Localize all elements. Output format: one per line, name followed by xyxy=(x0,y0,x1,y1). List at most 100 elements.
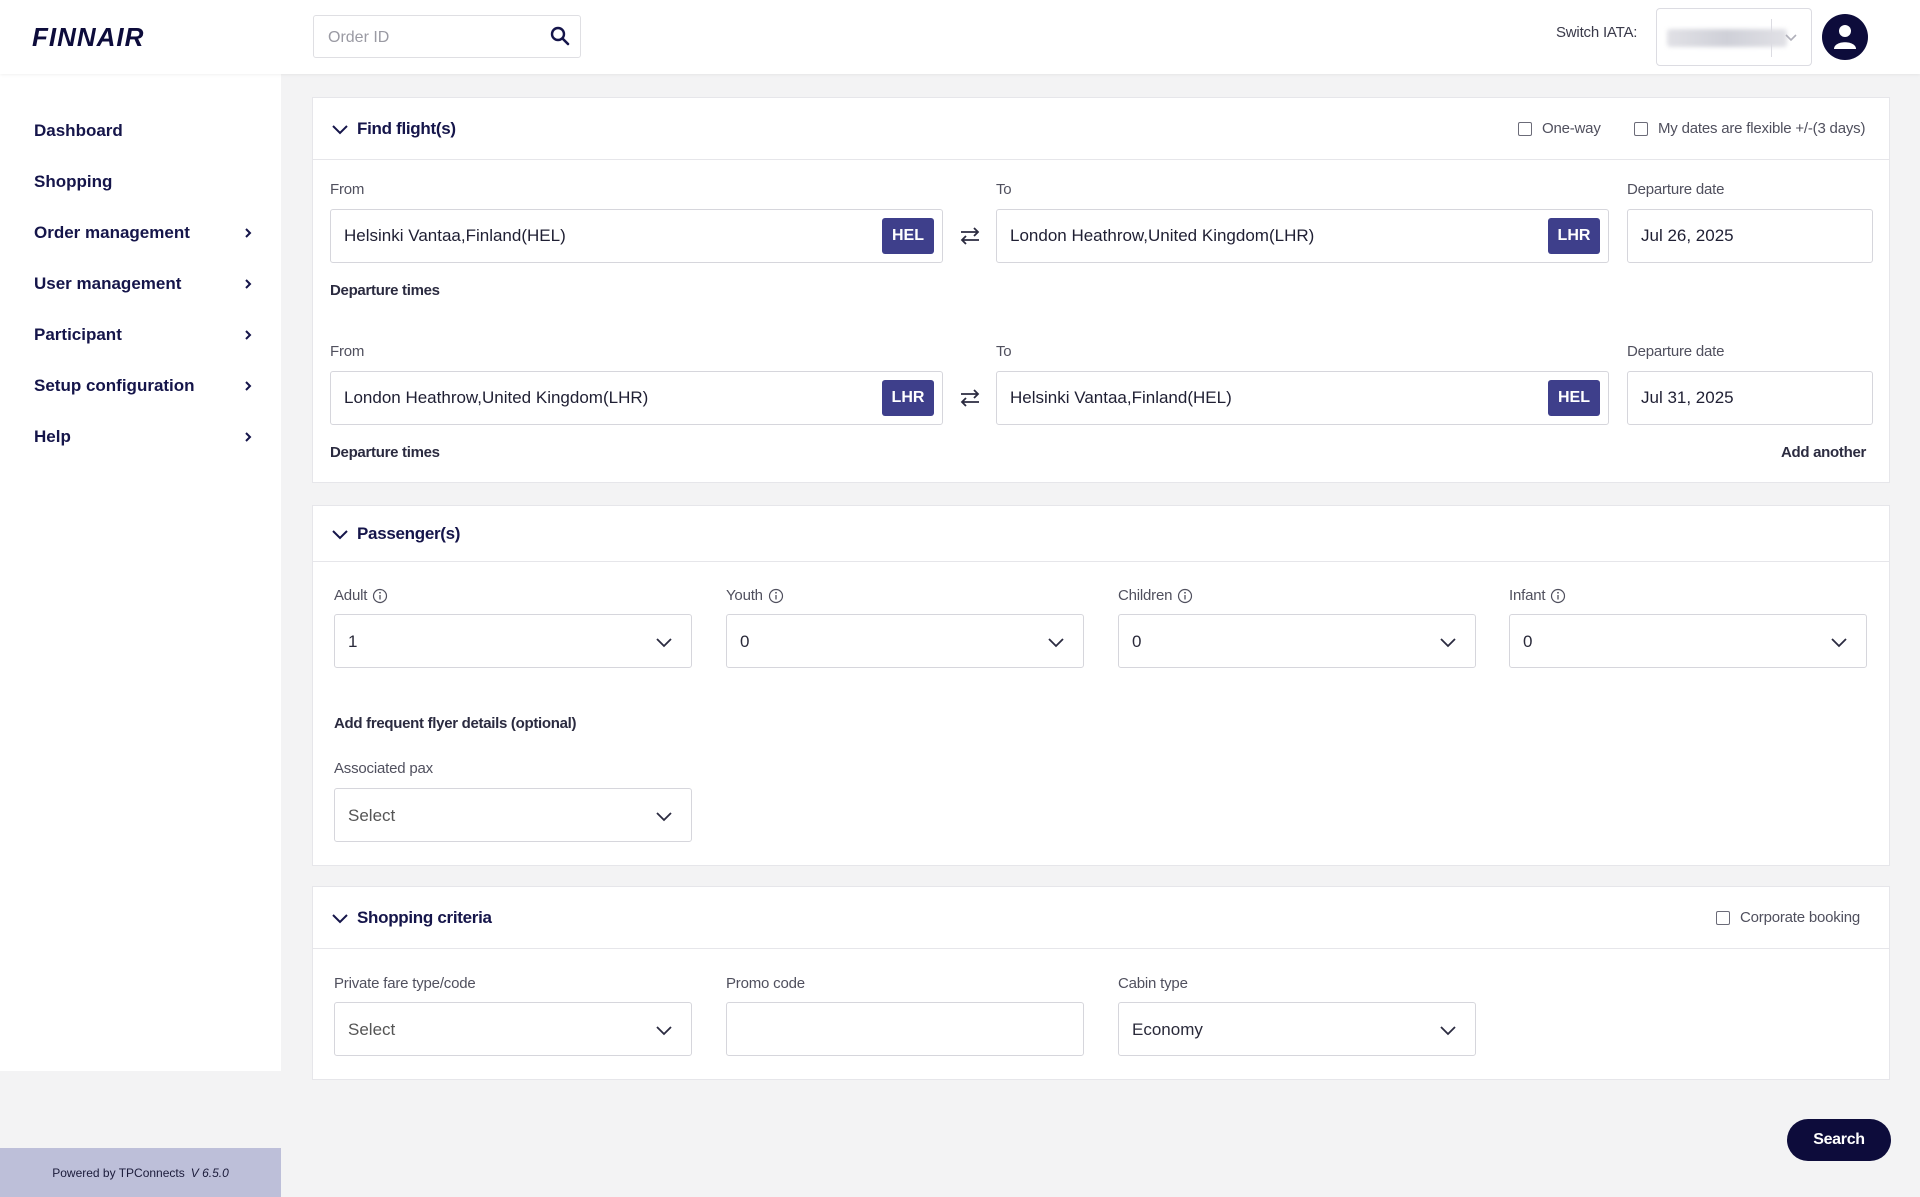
infant-label: Infant xyxy=(1509,587,1566,604)
adult-label: Adult xyxy=(334,587,388,604)
private-fare-select[interactable]: Select xyxy=(334,1002,692,1056)
airport-code-badge: LHR xyxy=(882,380,934,416)
sidebar-item-setup-configuration[interactable]: Setup configuration xyxy=(34,371,254,401)
checkbox-label: Corporate booking xyxy=(1740,909,1861,926)
to-value: Helsinki Vantaa,Finland(HEL) xyxy=(1010,388,1232,407)
departure-times-link[interactable]: Departure times xyxy=(330,444,440,461)
divider xyxy=(1771,19,1772,57)
from-value: London Heathrow,United Kingdom(LHR) xyxy=(344,388,649,407)
associated-pax-select[interactable]: Select xyxy=(334,788,692,842)
to-value: London Heathrow,United Kingdom(LHR) xyxy=(1010,226,1315,245)
adult-select[interactable]: 1 xyxy=(334,614,692,668)
chevron-right-icon xyxy=(245,330,252,340)
checkbox-box[interactable] xyxy=(1518,121,1532,136)
associated-pax-label: Associated pax xyxy=(334,760,433,777)
from-label: From xyxy=(330,181,365,198)
add-another-link[interactable]: Add another xyxy=(1781,444,1867,461)
passengers-panel: Passenger(s) Adult Youth Children Infant… xyxy=(312,505,1890,866)
from-label: From xyxy=(330,343,365,360)
to-field[interactable]: Helsinki Vantaa,Finland(HEL) HEL xyxy=(996,371,1609,425)
select-value: Economy xyxy=(1132,1020,1203,1039)
order-id-search xyxy=(313,15,581,58)
to-label: To xyxy=(996,343,1012,360)
departure-date-field[interactable]: Jul 31, 2025 xyxy=(1627,371,1873,425)
adult-label-text: Adult xyxy=(334,587,368,604)
sidebar-item-label: Order management xyxy=(34,223,190,242)
shopping-criteria-panel: Shopping criteria Corporate booking Priv… xyxy=(312,886,1890,1080)
iata-select[interactable] xyxy=(1656,8,1812,66)
chevron-down-icon xyxy=(655,807,673,830)
shopping-criteria-header[interactable]: Shopping criteria Corporate booking xyxy=(313,887,1889,949)
chevron-right-icon xyxy=(245,228,252,238)
sidebar-item-shopping[interactable]: Shopping xyxy=(34,167,254,197)
frequent-flyer-link[interactable]: Add frequent flyer details (optional) xyxy=(334,715,577,732)
sidebar: Dashboard Shopping Order management User… xyxy=(0,74,281,1071)
panel-title: Passenger(s) xyxy=(357,524,461,543)
from-field[interactable]: London Heathrow,United Kingdom(LHR) LHR xyxy=(330,371,943,425)
passengers-header[interactable]: Passenger(s) xyxy=(313,506,1889,562)
from-field[interactable]: Helsinki Vantaa,Finland(HEL) HEL xyxy=(330,209,943,263)
sidebar-item-user-management[interactable]: User management xyxy=(34,269,254,299)
youth-select[interactable]: 0 xyxy=(726,614,1084,668)
cabin-type-label: Cabin type xyxy=(1118,975,1188,992)
to-label: To xyxy=(996,181,1012,198)
sidebar-item-participant[interactable]: Participant xyxy=(34,320,254,350)
sidebar-item-order-management[interactable]: Order management xyxy=(34,218,254,248)
chevron-down-icon xyxy=(1047,633,1065,656)
promo-code-input[interactable] xyxy=(726,1002,1084,1056)
airport-code-badge: HEL xyxy=(1548,380,1600,416)
chevron-right-icon xyxy=(245,279,252,289)
finnair-logo[interactable]: FINNAIR xyxy=(32,22,202,57)
select-value: 0 xyxy=(1132,632,1142,651)
checkbox-box[interactable] xyxy=(1716,910,1730,925)
infant-select[interactable]: 0 xyxy=(1509,614,1867,668)
airport-code-badge: HEL xyxy=(882,218,934,254)
chevron-down-icon xyxy=(655,633,673,656)
sidebar-item-label: Dashboard xyxy=(34,121,123,140)
info-icon[interactable] xyxy=(372,588,388,604)
chevron-down-icon xyxy=(1830,633,1848,656)
departure-date-label: Departure date xyxy=(1627,181,1725,198)
find-flights-header[interactable]: Find flight(s) One-way My dates are flex… xyxy=(313,98,1889,160)
airport-code-badge: LHR xyxy=(1548,218,1600,254)
info-icon[interactable] xyxy=(768,588,784,604)
info-icon[interactable] xyxy=(1177,588,1193,604)
to-field[interactable]: London Heathrow,United Kingdom(LHR) LHR xyxy=(996,209,1609,263)
chevron-down-icon xyxy=(1439,1021,1457,1044)
sidebar-item-label: Help xyxy=(34,427,71,446)
date-value: Jul 26, 2025 xyxy=(1641,226,1734,245)
checkbox-label: One-way xyxy=(1542,120,1601,137)
chevron-down-icon[interactable] xyxy=(1783,29,1799,50)
departure-date-field[interactable]: Jul 26, 2025 xyxy=(1627,209,1873,263)
user-icon xyxy=(1834,25,1856,49)
departure-times-link[interactable]: Departure times xyxy=(330,282,440,299)
sidebar-item-label: Participant xyxy=(34,325,122,344)
chevron-down-icon[interactable] xyxy=(331,525,349,548)
corporate-booking-checkbox[interactable]: Corporate booking xyxy=(1716,909,1860,926)
swap-icon[interactable] xyxy=(958,386,982,415)
children-select[interactable]: 0 xyxy=(1118,614,1476,668)
select-value: Select xyxy=(348,806,396,825)
promo-code-label: Promo code xyxy=(726,975,805,992)
flexible-dates-checkbox[interactable]: My dates are flexible +/-(3 days) xyxy=(1634,120,1865,137)
youth-label: Youth xyxy=(726,587,784,604)
order-id-input[interactable] xyxy=(326,26,540,50)
chevron-down-icon[interactable] xyxy=(331,120,349,143)
iata-value-blurred xyxy=(1667,29,1787,47)
sidebar-item-dashboard[interactable]: Dashboard xyxy=(34,116,254,146)
checkbox-box[interactable] xyxy=(1634,121,1648,136)
infant-label-text: Infant xyxy=(1509,587,1546,604)
chevron-down-icon xyxy=(655,1021,673,1044)
one-way-checkbox[interactable]: One-way xyxy=(1518,120,1601,137)
user-avatar[interactable] xyxy=(1822,14,1868,60)
chevron-down-icon[interactable] xyxy=(331,909,349,932)
info-icon[interactable] xyxy=(1550,588,1566,604)
swap-icon[interactable] xyxy=(958,224,982,253)
panel-title: Shopping criteria xyxy=(357,908,492,927)
departure-date-label: Departure date xyxy=(1627,343,1725,360)
cabin-type-select[interactable]: Economy xyxy=(1118,1002,1476,1056)
sidebar-item-help[interactable]: Help xyxy=(34,422,254,452)
search-button[interactable]: Search xyxy=(1787,1119,1891,1161)
select-value: 0 xyxy=(740,632,750,651)
search-icon[interactable] xyxy=(550,26,570,51)
